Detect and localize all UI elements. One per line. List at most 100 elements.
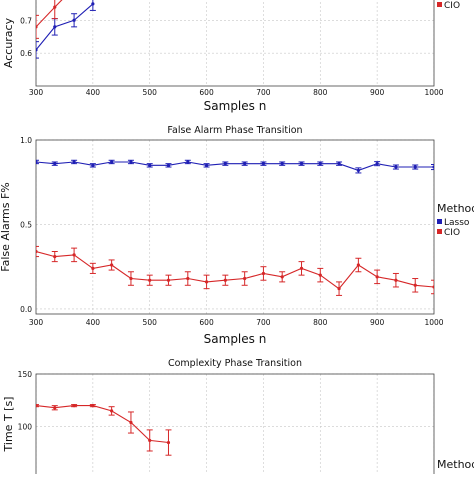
x-tick-label: 400 xyxy=(86,318,101,327)
data-point-cio xyxy=(148,438,152,443)
x-tick-label: 300 xyxy=(29,318,44,327)
error-bar xyxy=(36,159,39,165)
y-axis-label: Time T [s] xyxy=(2,397,15,453)
data-point-lasso xyxy=(413,165,417,169)
x-tick-label: 400 xyxy=(86,88,101,97)
legend-label-lasso: Lasso xyxy=(444,218,470,228)
data-point-lasso xyxy=(148,163,152,167)
data-point-cio xyxy=(110,263,114,267)
data-point-cio xyxy=(148,278,152,282)
data-point-cio xyxy=(166,278,171,282)
x-tick-label: 900 xyxy=(370,88,385,97)
data-point-cio xyxy=(110,409,114,413)
y-tick-label: 0.5 xyxy=(20,220,32,229)
x-tick-label: 600 xyxy=(199,88,214,97)
x-tick-label: 300 xyxy=(29,88,44,97)
data-point-cio xyxy=(204,280,209,284)
data-point-lasso xyxy=(36,160,38,164)
data-point-cio xyxy=(72,253,76,257)
data-point-lasso xyxy=(223,162,227,166)
legend-title: Method xyxy=(437,458,474,471)
data-point-lasso xyxy=(166,163,171,167)
legend-title: Method xyxy=(437,202,474,215)
y-tick-label: 100 xyxy=(18,423,33,432)
data-point-lasso xyxy=(299,162,304,166)
data-point-lasso xyxy=(318,162,322,166)
data-point-cio xyxy=(36,404,38,408)
y-axis-label: False Alarms F% xyxy=(0,182,12,271)
data-point-lasso xyxy=(337,162,341,166)
legend-label-cio: CIO xyxy=(444,1,460,11)
plot-frame xyxy=(35,139,435,315)
chart-panel-3: 100 150 Complexity Phase Transition Time T … xyxy=(2,358,474,478)
legend: MethodLassoCIO xyxy=(437,458,474,478)
data-point-cio xyxy=(129,420,133,425)
data-point-lasso xyxy=(261,162,266,166)
data-point-lasso xyxy=(204,163,209,167)
x-tick-label: 800 xyxy=(313,88,328,97)
data-point-lasso xyxy=(375,162,379,166)
data-point-cio xyxy=(186,276,190,281)
data-point-cio xyxy=(280,275,284,279)
error-bar xyxy=(36,245,39,258)
x-tick-label: 700 xyxy=(256,318,271,327)
x-tick-label: 900 xyxy=(370,318,385,327)
x-tick-label: 500 xyxy=(143,88,158,97)
y-tick-label: 0.6 xyxy=(20,49,32,58)
series-line-cio xyxy=(36,250,434,290)
y-tick-label: 0.0 xyxy=(20,305,32,314)
data-point-lasso xyxy=(72,160,76,164)
error-bar xyxy=(431,163,434,171)
legend-label-cio: CIO xyxy=(444,228,460,238)
data-point-lasso xyxy=(243,162,247,166)
chart-title: Complexity Phase Transition xyxy=(168,358,302,369)
data-point-cio xyxy=(53,406,57,410)
data-point-lasso xyxy=(91,163,95,167)
data-point-cio xyxy=(53,5,57,9)
y-axis-label: Accuracy xyxy=(2,17,15,68)
data-point-cio xyxy=(356,263,360,267)
x-axis-label: Samples n xyxy=(204,332,267,346)
data-point-cio xyxy=(394,278,398,282)
data-point-cio xyxy=(243,276,247,281)
series-line-lasso xyxy=(36,161,434,171)
plot-frame xyxy=(35,0,435,87)
y-tick-label: 0.7 xyxy=(20,16,32,25)
data-point-lasso xyxy=(91,2,95,6)
data-point-cio xyxy=(318,273,322,277)
series-line-cio xyxy=(36,0,63,28)
data-point-lasso xyxy=(110,160,114,164)
x-tick-label: 700 xyxy=(256,88,271,97)
chart-title: False Alarm Phase Transition xyxy=(167,125,302,136)
data-point-cio xyxy=(72,404,76,408)
data-point-lasso xyxy=(129,160,133,164)
data-point-cio xyxy=(53,254,57,259)
x-axis-label: Samples n xyxy=(204,99,267,113)
data-point-lasso xyxy=(186,160,190,164)
data-point-cio xyxy=(91,266,95,270)
legend-swatch-cio xyxy=(437,229,442,234)
data-point-lasso xyxy=(280,162,284,166)
legend: CIO xyxy=(437,1,460,11)
data-point-lasso xyxy=(53,25,57,29)
chart-panel-1: 0.6 0.7 300 400 500 600 700 800 900 1000 Samples n… xyxy=(2,0,460,113)
series-line-lasso xyxy=(36,3,94,51)
data-point-lasso xyxy=(394,165,398,169)
error-bar xyxy=(36,14,39,39)
chart-panel-2: 0.0 0.5 1.0 300 400 500 600 700 800 900 1000 False … xyxy=(0,125,474,346)
data-point-cio xyxy=(166,440,171,445)
x-tick-label: 1000 xyxy=(424,88,443,97)
data-point-cio xyxy=(432,285,434,289)
plot-frame xyxy=(35,373,435,478)
data-point-lasso xyxy=(432,165,434,169)
error-bar xyxy=(431,279,434,295)
y-tick-label: 150 xyxy=(18,370,33,379)
data-point-lasso xyxy=(356,168,360,173)
data-point-lasso xyxy=(72,18,76,22)
data-point-cio xyxy=(261,271,266,276)
data-point-lasso xyxy=(36,48,38,52)
x-tick-label: 800 xyxy=(313,318,328,327)
legend-swatch-lasso xyxy=(437,219,442,224)
